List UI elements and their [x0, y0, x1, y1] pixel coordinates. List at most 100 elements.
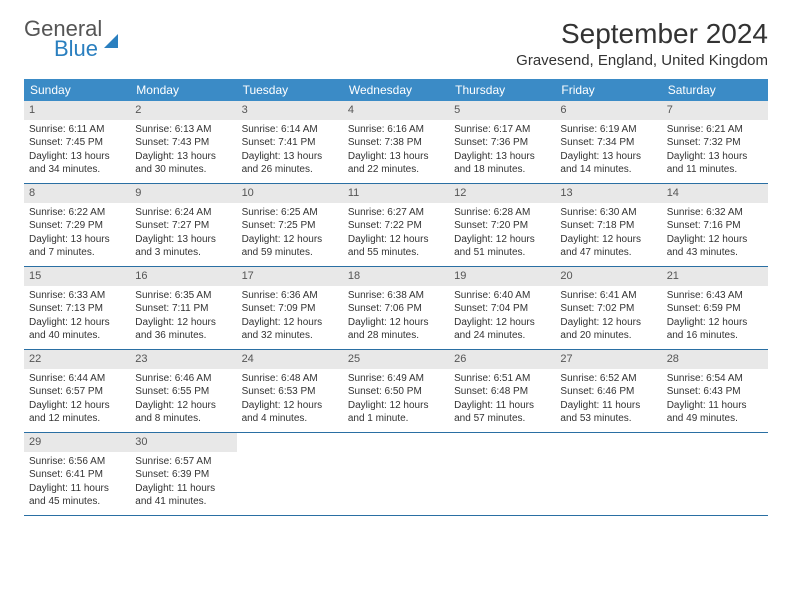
day-sunrise: Sunrise: 6:27 AM [348, 206, 444, 220]
day-sunrise: Sunrise: 6:41 AM [560, 289, 656, 303]
day-sunrise: Sunrise: 6:32 AM [667, 206, 763, 220]
day-cell: 7Sunrise: 6:21 AMSunset: 7:32 PMDaylight… [662, 101, 768, 183]
month-title: September 2024 [516, 18, 768, 50]
day-number: 19 [449, 267, 555, 286]
day-cell: 2Sunrise: 6:13 AMSunset: 7:43 PMDaylight… [130, 101, 236, 183]
day-sunrise: Sunrise: 6:28 AM [454, 206, 550, 220]
day-dl1: Daylight: 11 hours [454, 399, 550, 413]
day-sunrise: Sunrise: 6:44 AM [29, 372, 125, 386]
day-cell: 10Sunrise: 6:25 AMSunset: 7:25 PMDayligh… [237, 184, 343, 266]
day-dl1: Daylight: 12 hours [667, 233, 763, 247]
day-sunrise: Sunrise: 6:43 AM [667, 289, 763, 303]
day-sunrise: Sunrise: 6:13 AM [135, 123, 231, 137]
day-sunrise: Sunrise: 6:25 AM [242, 206, 338, 220]
day-number: 14 [662, 184, 768, 203]
day-sunrise: Sunrise: 6:52 AM [560, 372, 656, 386]
day-dl2: and 12 minutes. [29, 412, 125, 426]
day-sunrise: Sunrise: 6:22 AM [29, 206, 125, 220]
day-cell: 18Sunrise: 6:38 AMSunset: 7:06 PMDayligh… [343, 267, 449, 349]
day-dl2: and 8 minutes. [135, 412, 231, 426]
day-number: 2 [130, 101, 236, 120]
week-row: 1Sunrise: 6:11 AMSunset: 7:45 PMDaylight… [24, 101, 768, 184]
day-cell: 29Sunrise: 6:56 AMSunset: 6:41 PMDayligh… [24, 433, 130, 515]
day-cell [343, 433, 449, 515]
day-dl2: and 36 minutes. [135, 329, 231, 343]
day-cell: 21 Sunrise: 6:43 AMSunset: 6:59 PMDayligh… [662, 267, 768, 349]
day-sunset: Sunset: 6:43 PM [667, 385, 763, 399]
day-number: 18 [343, 267, 449, 286]
day-dl1: Daylight: 12 hours [242, 399, 338, 413]
day-number: 6 [555, 101, 661, 120]
day-number: 12 [449, 184, 555, 203]
day-cell: 17Sunrise: 6:36 AMSunset: 7:09 PMDayligh… [237, 267, 343, 349]
day-dl1: Daylight: 12 hours [135, 399, 231, 413]
day-dl2: and 49 minutes. [667, 412, 763, 426]
day-dl1: Daylight: 12 hours [135, 316, 231, 330]
day-sunrise: Sunrise: 6:49 AM [348, 372, 444, 386]
day-number: 21 [662, 267, 768, 286]
day-sunset: Sunset: 7:11 PM [135, 302, 231, 316]
day-sunrise: Sunrise: 6:30 AM [560, 206, 656, 220]
day-sunset: Sunset: 6:41 PM [29, 468, 125, 482]
day-number: 16 [130, 267, 236, 286]
day-dl2: and 11 minutes. [667, 163, 763, 177]
calendar: SundayMondayTuesdayWednesdayThursdayFrid… [24, 79, 768, 516]
day-number: 20 [555, 267, 661, 286]
day-sunset: Sunset: 7:41 PM [242, 136, 338, 150]
day-dl2: and 26 minutes. [242, 163, 338, 177]
day-dl1: Daylight: 13 hours [560, 150, 656, 164]
day-sunrise: Sunrise: 6:21 AM [667, 123, 763, 137]
day-sunset: Sunset: 6:50 PM [348, 385, 444, 399]
day-cell: 22Sunrise: 6:44 AMSunset: 6:57 PMDayligh… [24, 350, 130, 432]
day-sunset: Sunset: 6:57 PM [29, 385, 125, 399]
day-header-cell: Sunday [24, 79, 130, 101]
day-dl2: and 14 minutes. [560, 163, 656, 177]
day-number: 5 [449, 101, 555, 120]
day-dl2: and 18 minutes. [454, 163, 550, 177]
day-cell [237, 433, 343, 515]
day-sunset: Sunset: 6:59 PM [667, 302, 763, 316]
day-cell: 20Sunrise: 6:41 AMSunset: 7:02 PMDayligh… [555, 267, 661, 349]
day-number: 7 [662, 101, 768, 120]
day-header-cell: Wednesday [343, 79, 449, 101]
day-dl2: and 55 minutes. [348, 246, 444, 260]
day-sunset: Sunset: 6:53 PM [242, 385, 338, 399]
day-sunrise: Sunrise: 6:36 AM [242, 289, 338, 303]
day-dl1: Daylight: 13 hours [348, 150, 444, 164]
day-dl1: Daylight: 11 hours [29, 482, 125, 496]
day-dl2: and 43 minutes. [667, 246, 763, 260]
day-header-cell: Tuesday [237, 79, 343, 101]
day-dl2: and 22 minutes. [348, 163, 444, 177]
day-dl2: and 40 minutes. [29, 329, 125, 343]
day-number: 25 [343, 350, 449, 369]
day-dl2: and 16 minutes. [667, 329, 763, 343]
day-sunrise: Sunrise: 6:16 AM [348, 123, 444, 137]
day-cell: 8Sunrise: 6:22 AMSunset: 7:29 PMDaylight… [24, 184, 130, 266]
day-number: 11 [343, 184, 449, 203]
day-number: 17 [237, 267, 343, 286]
day-sunset: Sunset: 7:43 PM [135, 136, 231, 150]
day-header-cell: Friday [555, 79, 661, 101]
day-sunrise: Sunrise: 6:17 AM [454, 123, 550, 137]
day-dl2: and 3 minutes. [135, 246, 231, 260]
day-cell: 26Sunrise: 6:51 AMSunset: 6:48 PMDayligh… [449, 350, 555, 432]
day-dl1: Daylight: 12 hours [560, 316, 656, 330]
day-cell: 9Sunrise: 6:24 AMSunset: 7:27 PMDaylight… [130, 184, 236, 266]
day-dl1: Daylight: 12 hours [667, 316, 763, 330]
day-dl1: Daylight: 12 hours [560, 233, 656, 247]
day-dl1: Daylight: 13 hours [29, 233, 125, 247]
day-number: 22 [24, 350, 130, 369]
day-cell: 5Sunrise: 6:17 AMSunset: 7:36 PMDaylight… [449, 101, 555, 183]
day-sunset: Sunset: 7:22 PM [348, 219, 444, 233]
day-number: 3 [237, 101, 343, 120]
day-number: 26 [449, 350, 555, 369]
day-sunset: Sunset: 7:38 PM [348, 136, 444, 150]
day-sunset: Sunset: 7:27 PM [135, 219, 231, 233]
day-header-cell: Monday [130, 79, 236, 101]
day-cell: 1Sunrise: 6:11 AMSunset: 7:45 PMDaylight… [24, 101, 130, 183]
day-dl2: and 4 minutes. [242, 412, 338, 426]
header: General Blue September 2024 Gravesend, E… [24, 18, 768, 69]
day-sunset: Sunset: 7:16 PM [667, 219, 763, 233]
day-number: 29 [24, 433, 130, 452]
day-sunset: Sunset: 7:09 PM [242, 302, 338, 316]
